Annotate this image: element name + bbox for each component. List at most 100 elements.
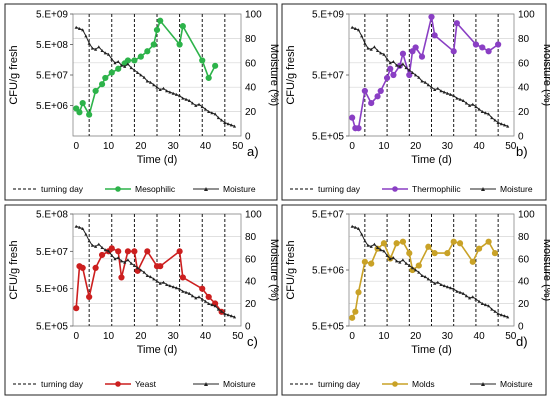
legend-label-moisture: Moisture bbox=[223, 184, 256, 194]
moisture-point bbox=[369, 47, 373, 51]
molds-data-point bbox=[380, 240, 388, 247]
moisture-point bbox=[360, 34, 364, 38]
moisture-point bbox=[226, 313, 230, 317]
y-left-tick-label: 5.E+06 bbox=[36, 284, 68, 295]
moisture-point bbox=[110, 57, 114, 61]
thermophilic-data-point bbox=[355, 125, 362, 132]
yeast-data-point bbox=[79, 264, 86, 271]
y-right-tick-label: 0 bbox=[518, 322, 524, 333]
yeast-data-point bbox=[86, 293, 93, 301]
moisture-point bbox=[213, 112, 217, 116]
y-left-axis-label: CFU/g fresh bbox=[8, 45, 20, 104]
moisture-point bbox=[229, 314, 233, 318]
moisture-point bbox=[229, 123, 233, 127]
moisture-point bbox=[464, 101, 468, 105]
thermophilic-data-point bbox=[377, 87, 384, 95]
moisture-point bbox=[490, 116, 494, 120]
moisture-point bbox=[216, 307, 220, 311]
thermophilic-data-point bbox=[399, 50, 407, 57]
y-left-tick-label: 5.E+06 bbox=[36, 101, 68, 112]
moisture-point bbox=[429, 279, 434, 283]
moisture-point bbox=[184, 290, 188, 294]
moisture-point bbox=[103, 51, 107, 55]
y-right-tick-label: 20 bbox=[518, 299, 530, 310]
moisture-point bbox=[363, 239, 367, 243]
moisture-point bbox=[407, 68, 411, 72]
moisture-point bbox=[464, 294, 468, 298]
moisture-point bbox=[90, 46, 94, 50]
moisture-point bbox=[398, 260, 402, 264]
moisture-point bbox=[103, 248, 107, 252]
moisture-point bbox=[350, 25, 354, 29]
moisture-point bbox=[423, 275, 427, 279]
moisture-point bbox=[178, 94, 182, 98]
moisture-point bbox=[136, 266, 140, 270]
y-right-tick-label: 80 bbox=[245, 34, 257, 45]
x-axis-label: Time (d) bbox=[411, 344, 452, 356]
mesophilic-data-point bbox=[86, 111, 93, 118]
moisture-point bbox=[174, 286, 178, 290]
moisture-point bbox=[113, 257, 117, 261]
moisture-point bbox=[74, 224, 78, 228]
moisture-point bbox=[200, 105, 204, 109]
x-tick-label: 0 bbox=[349, 141, 355, 152]
mesophilic-data-point bbox=[92, 87, 99, 95]
moisture-point bbox=[401, 258, 405, 262]
moisture-point bbox=[407, 263, 411, 267]
yeast-data-point bbox=[179, 274, 186, 281]
y-right-tick-label: 40 bbox=[518, 83, 530, 94]
y-left-tick-label: 5.E+09 bbox=[36, 10, 68, 21]
y-left-axis-label: CFU/g fresh bbox=[285, 45, 297, 104]
moisture-point bbox=[366, 243, 370, 247]
moisture-point bbox=[474, 105, 478, 109]
moisture-point bbox=[363, 41, 367, 45]
mesophilic-data-point bbox=[115, 65, 122, 72]
moisture-point bbox=[123, 64, 127, 68]
moisture-point bbox=[181, 96, 185, 100]
moisture-point bbox=[81, 227, 85, 230]
molds-data-point bbox=[406, 250, 413, 257]
molds-data-point bbox=[444, 250, 451, 257]
moisture-point bbox=[395, 259, 399, 263]
molds-data-point bbox=[456, 240, 464, 247]
yeast-data-point bbox=[176, 248, 183, 255]
thermophilic-data-point bbox=[349, 114, 356, 121]
y-left-tick-label: 5.E+05 bbox=[312, 322, 344, 333]
moisture-point bbox=[226, 122, 230, 126]
moisture-point bbox=[376, 49, 380, 52]
y-right-tick-label: 0 bbox=[245, 322, 251, 333]
panel-border bbox=[4, 204, 278, 396]
moisture-point bbox=[487, 112, 491, 116]
moisture-point bbox=[142, 75, 146, 79]
moisture-point bbox=[369, 244, 373, 248]
moisture-point bbox=[448, 286, 453, 290]
molds-data-point bbox=[355, 289, 362, 296]
moisture-point bbox=[458, 290, 462, 294]
yeast-data-point bbox=[205, 293, 212, 301]
moisture-point bbox=[148, 80, 153, 84]
legend-label-organism: Thermophilic bbox=[412, 184, 461, 194]
thermophilic-data-point bbox=[412, 44, 419, 51]
mesophilic-series-line bbox=[75, 19, 216, 117]
moisture-point bbox=[194, 103, 198, 107]
moisture-point bbox=[388, 257, 392, 261]
legend-organism-swatch-marker bbox=[115, 381, 121, 387]
moisture-point bbox=[461, 99, 465, 102]
moisture-point bbox=[391, 256, 395, 260]
moisture-point bbox=[420, 274, 424, 277]
molds-data-point bbox=[415, 262, 422, 269]
moisture-point bbox=[129, 261, 133, 265]
mesophilic-data-point bbox=[205, 74, 212, 82]
moisture-point bbox=[178, 287, 182, 291]
mesophilic-data-point bbox=[157, 17, 164, 24]
mesophilic-data-point bbox=[212, 62, 219, 69]
moisture-point bbox=[433, 281, 437, 285]
moisture-point bbox=[119, 63, 124, 67]
y-right-tick-label: 80 bbox=[518, 34, 530, 45]
moisture-point bbox=[496, 312, 500, 316]
legend-moisture-swatch-marker bbox=[481, 382, 485, 386]
moisture-point bbox=[232, 124, 237, 128]
legend-label-organism: Yeast bbox=[135, 379, 157, 389]
moisture-point bbox=[461, 291, 465, 295]
